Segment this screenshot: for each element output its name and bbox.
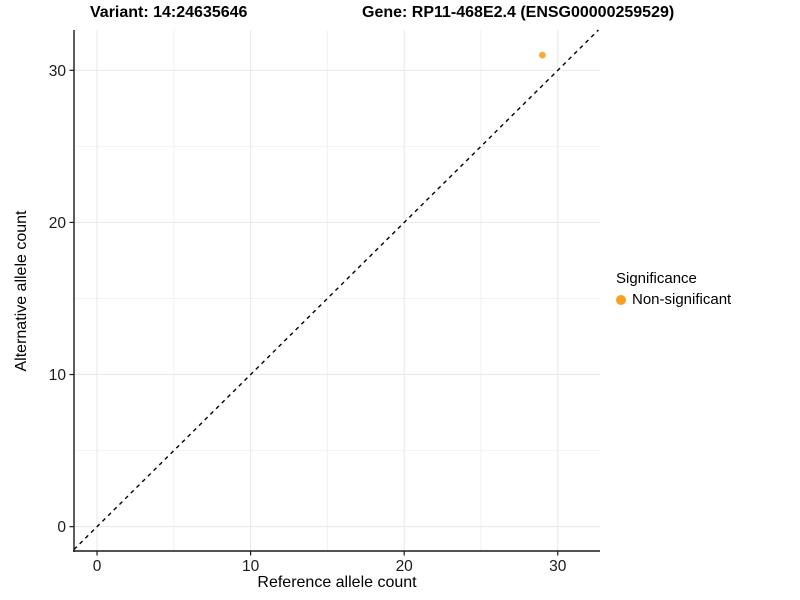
x-tick-label: 30 <box>549 558 567 575</box>
y-tick-label: 20 <box>49 215 67 232</box>
legend: Significance Non-significant <box>616 270 731 308</box>
data-point <box>539 51 546 59</box>
x-tick-label: 20 <box>396 558 414 575</box>
legend-point-icon <box>616 294 626 305</box>
legend-entry-non-significant: Non-significant <box>616 291 731 308</box>
x-tick-label: 0 <box>93 558 102 575</box>
y-tick-label: 30 <box>49 63 67 80</box>
gene-title: Gene: RP11-468E2.4 (ENSG00000259529) <box>362 4 675 21</box>
identity-line <box>73 29 599 550</box>
legend-entry-label: Non-significant <box>632 291 732 308</box>
y-tick-label: 10 <box>49 367 67 384</box>
x-tick-label: 10 <box>242 558 260 575</box>
variant-title: Variant: 14:24635646 <box>90 4 248 21</box>
legend-title: Significance <box>616 270 697 287</box>
x-axis-label: Reference allele count <box>257 574 417 591</box>
y-axis-label: Alternative allele count <box>13 210 30 372</box>
y-tick-label: 0 <box>57 519 66 536</box>
